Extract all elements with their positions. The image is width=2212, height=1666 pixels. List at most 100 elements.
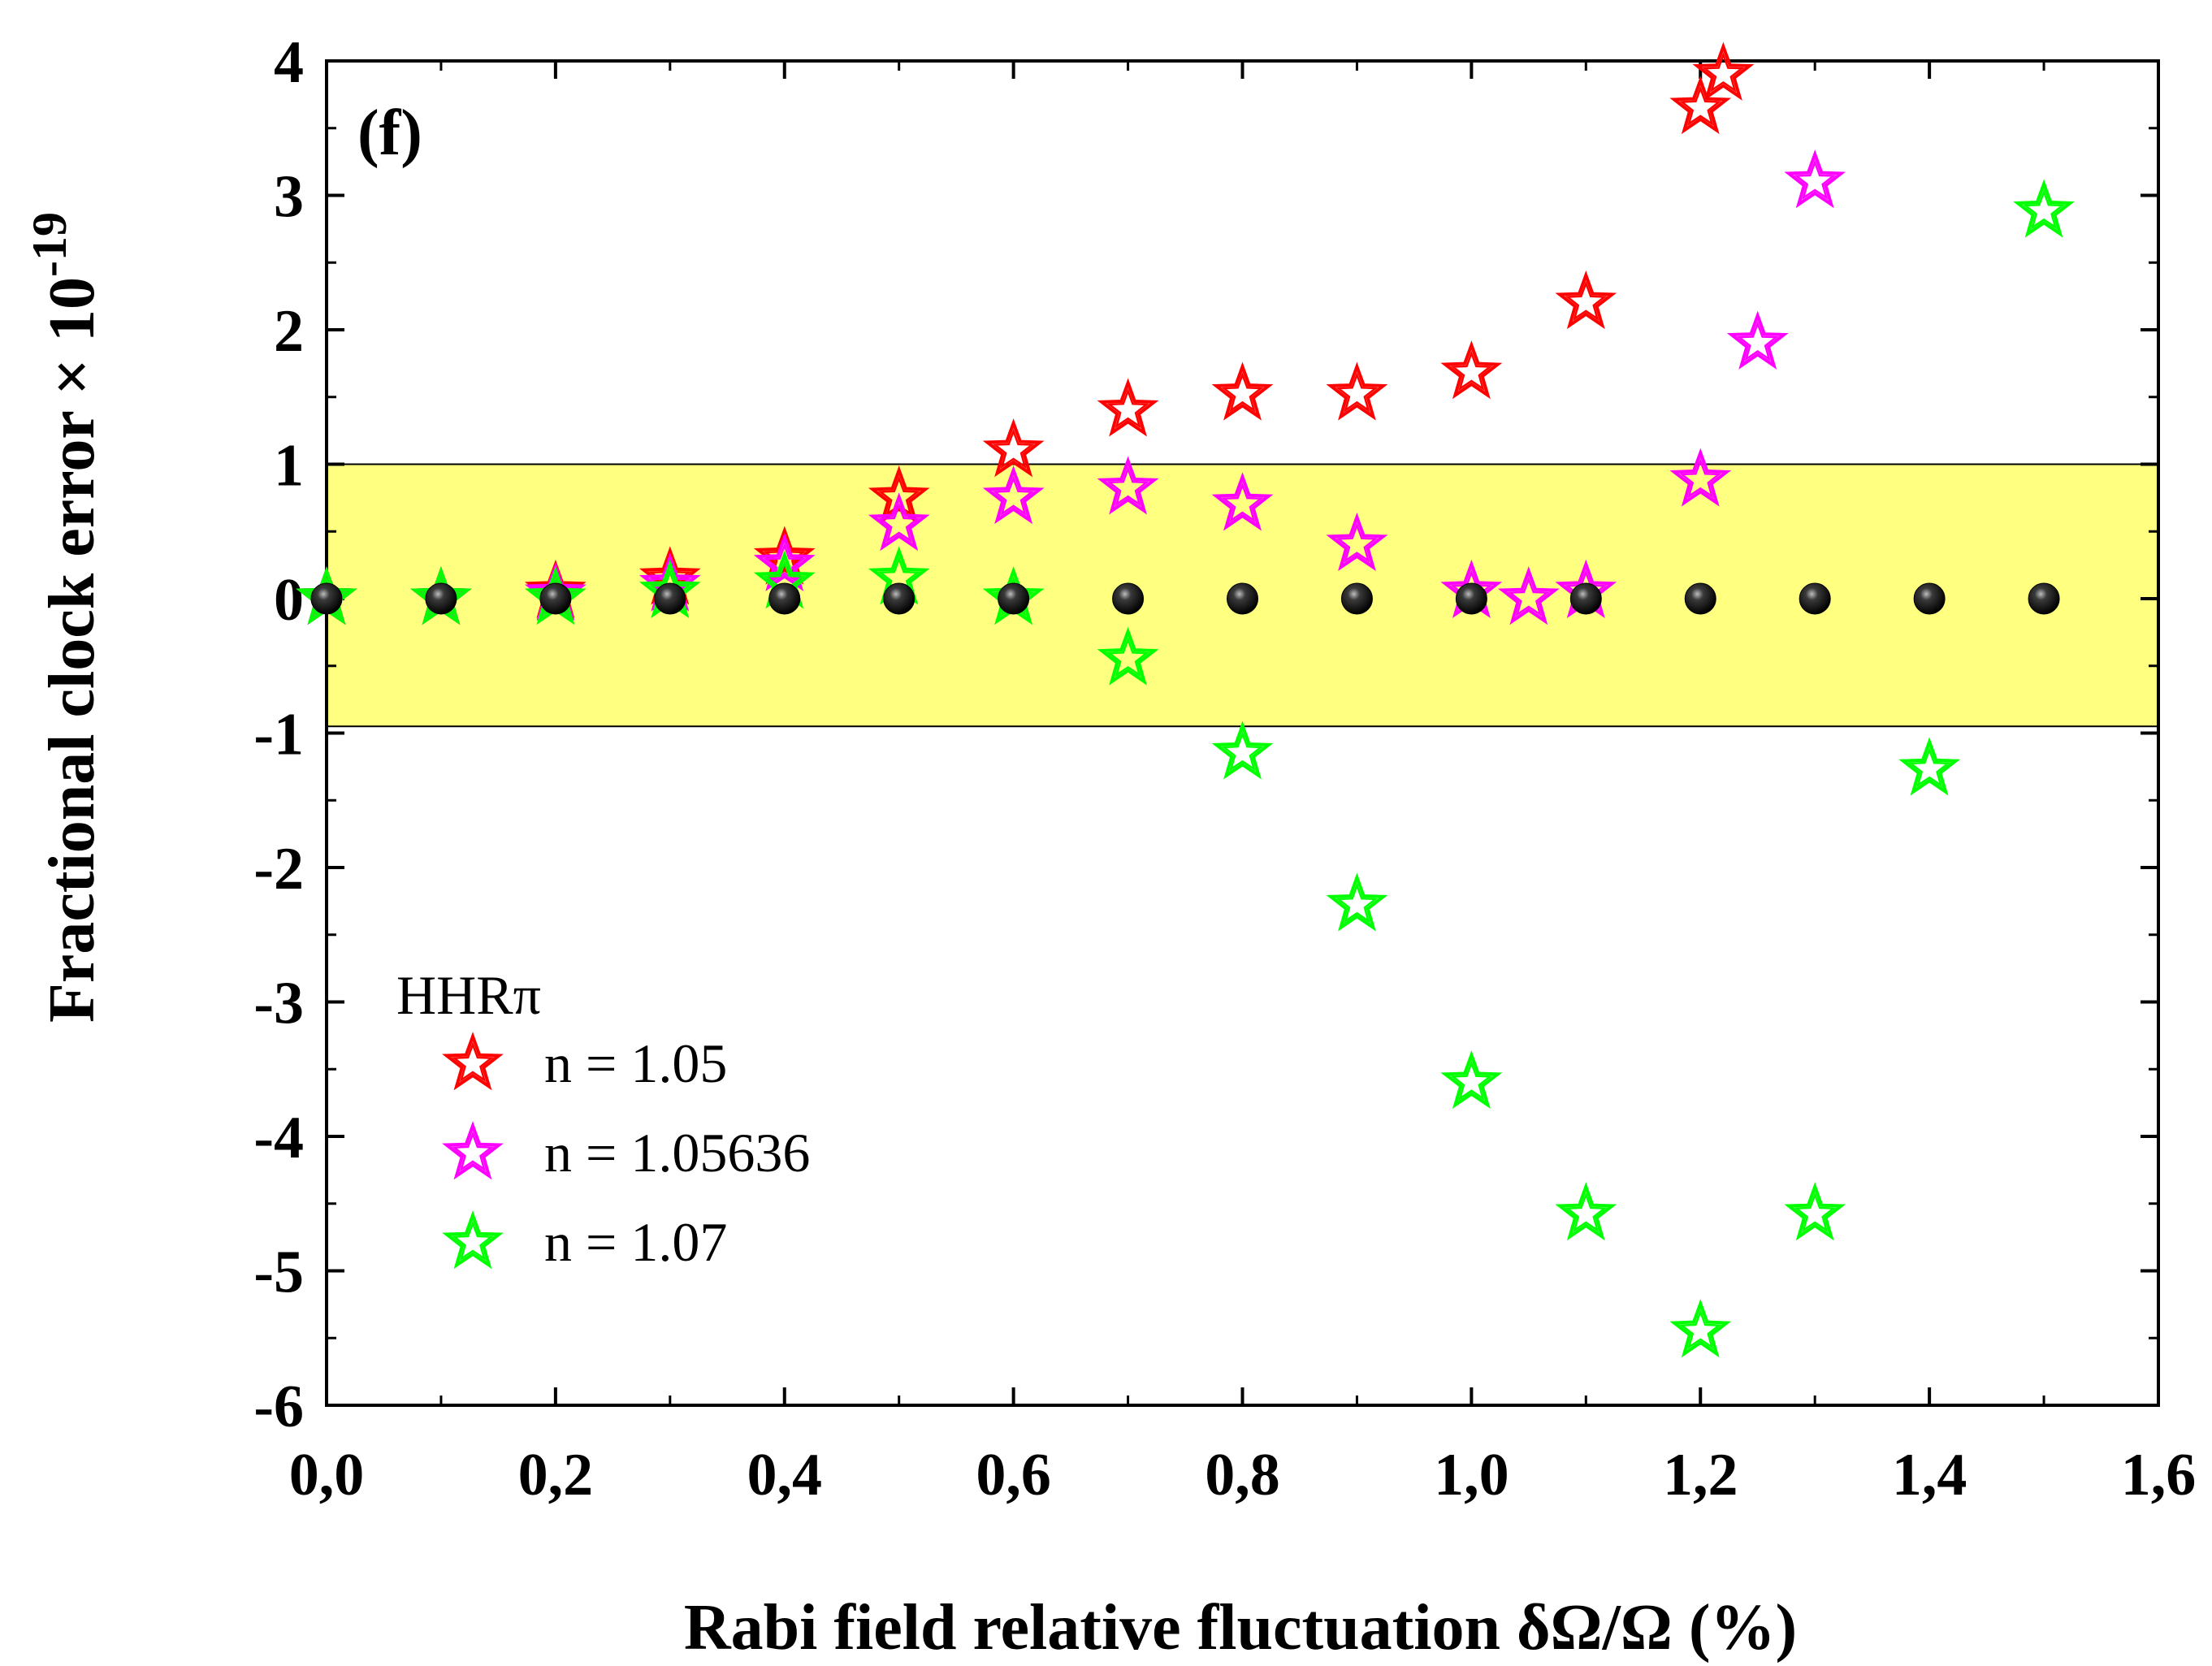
star-outer <box>1211 472 1274 531</box>
star-outer <box>442 1032 504 1091</box>
y-tick-label: 4 <box>274 29 304 96</box>
x-tick-label: 1,4 <box>1892 1442 1967 1508</box>
star-inner <box>763 542 807 583</box>
star-inner <box>1221 371 1264 413</box>
star-outer <box>1326 512 1388 572</box>
data-point-star <box>982 418 1045 478</box>
star-outer <box>753 526 816 585</box>
star-inner <box>1793 1192 1837 1233</box>
star-inner <box>1565 1192 1608 1233</box>
star-inner <box>1221 482 1264 523</box>
data-point-star <box>2013 179 2075 238</box>
data-point-star <box>1097 456 1159 515</box>
data-point-star <box>1097 378 1159 437</box>
star-outer <box>1726 310 1789 370</box>
data-point-star <box>1211 720 1274 780</box>
star-outer <box>1555 270 1617 330</box>
data-point-star <box>868 492 930 552</box>
star-inner <box>1678 1309 1722 1350</box>
y-axis-title-group: Fractional clock error × 10-19 <box>23 212 108 1023</box>
y-tick-label: 3 <box>274 164 304 231</box>
x-tick-label: 0,4 <box>747 1442 823 1508</box>
y-tick-label: -5 <box>253 1240 304 1306</box>
star-inner <box>451 1041 495 1083</box>
star-inner <box>1335 882 1379 924</box>
star-inner <box>1450 1060 1493 1101</box>
star-inner <box>1335 522 1379 564</box>
y-axis-title-main: Fractional clock error × 10 <box>37 277 108 1023</box>
data-point-sphere <box>425 582 457 615</box>
star-outer <box>1211 720 1274 780</box>
star-outer <box>1211 361 1274 421</box>
data-point-sphere <box>539 582 572 615</box>
legend-label: n = 1.07 <box>544 1211 727 1273</box>
data-point-star <box>1726 310 1789 370</box>
star-inner <box>1106 636 1149 677</box>
star-outer <box>982 465 1045 525</box>
data-point-star <box>1097 626 1159 686</box>
star-outer <box>753 532 816 591</box>
data-point-star <box>1326 361 1388 421</box>
star-outer <box>868 465 930 525</box>
data-point-sphere <box>2028 582 2060 615</box>
legend-marker <box>442 1121 504 1180</box>
data-point-sphere <box>1227 582 1258 615</box>
star-outer <box>1097 626 1159 686</box>
star-outer <box>1097 456 1159 515</box>
y-tick-label: 0 <box>274 567 304 634</box>
star-outer <box>1692 41 1755 101</box>
star-inner <box>1678 85 1722 127</box>
star-outer <box>982 418 1045 478</box>
star-inner <box>992 475 1035 517</box>
data-point-sphere <box>310 582 343 615</box>
y-tick-label: -3 <box>253 971 304 1037</box>
data-point-sphere <box>1799 582 1831 615</box>
star-outer <box>868 492 930 552</box>
data-point-sphere <box>998 582 1030 615</box>
series-reference <box>310 582 2060 615</box>
star-outer <box>1440 340 1503 400</box>
legend-label: n = 1.05 <box>544 1032 727 1094</box>
star-inner <box>1507 576 1551 617</box>
x-tick-label: 1,6 <box>2121 1442 2197 1508</box>
data-point-star <box>982 465 1045 525</box>
data-point-sphere <box>1913 582 1946 615</box>
star-outer <box>1784 149 1846 209</box>
star-outer <box>1669 448 1732 507</box>
star-inner <box>1736 320 1779 361</box>
data-point-star <box>1692 41 1755 101</box>
x-tick-label: 0,2 <box>518 1442 594 1508</box>
data-point-star <box>1211 472 1274 531</box>
x-tick-label: 0,0 <box>289 1442 365 1508</box>
star-outer <box>1555 1182 1617 1241</box>
data-point-sphere <box>1340 582 1373 615</box>
star-inner <box>1702 51 1745 93</box>
star-inner <box>1793 159 1837 201</box>
y-axis-title-exponent: -19 <box>23 212 76 277</box>
legend-title: HHRπ <box>396 964 541 1026</box>
star-outer <box>442 1210 504 1270</box>
star-outer <box>1097 378 1159 437</box>
data-point-star <box>1898 737 1961 796</box>
star-outer <box>1669 76 1732 135</box>
data-point-star <box>1555 270 1617 330</box>
star-inner <box>1106 465 1149 507</box>
x-tick-label: 0,8 <box>1205 1442 1280 1508</box>
data-point-star <box>1555 1182 1617 1241</box>
data-point-star <box>753 532 816 591</box>
star-outer <box>1669 1299 1732 1358</box>
star-inner <box>1450 350 1493 392</box>
data-point-sphere <box>768 582 801 615</box>
star-inner <box>1565 280 1608 322</box>
star-inner <box>451 1220 495 1261</box>
data-point-star <box>1326 872 1388 932</box>
star-inner <box>1106 387 1149 429</box>
y-tick-label: -2 <box>253 836 304 902</box>
data-point-star <box>753 526 816 585</box>
star-outer <box>1784 1182 1846 1241</box>
ticks-layer: 0,0 0,2 0,4 0,6 0,8 1,0 1,2 1,4 1,6 -6 -5 -4 -3 -2 -1 0… <box>253 29 2196 1508</box>
legend-marker <box>442 1032 504 1091</box>
star-inner <box>992 428 1035 470</box>
star-outer <box>1326 872 1388 932</box>
data-point-star <box>1784 149 1846 209</box>
